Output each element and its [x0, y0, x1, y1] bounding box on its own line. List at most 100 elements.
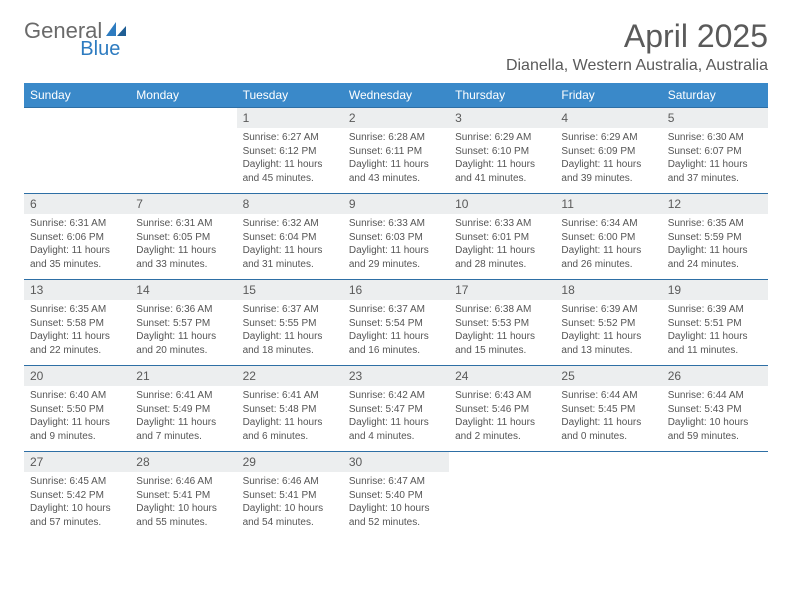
- day-number: 16: [343, 280, 449, 301]
- day-number: 9: [343, 194, 449, 215]
- day-number: 23: [343, 366, 449, 387]
- day-line: Sunrise: 6:43 AM: [455, 389, 549, 403]
- day-content: Sunrise: 6:46 AMSunset: 5:41 PMDaylight:…: [130, 472, 236, 537]
- day-line: Sunset: 5:43 PM: [668, 403, 762, 417]
- day-header-row: SundayMondayTuesdayWednesdayThursdayFrid…: [24, 83, 768, 108]
- day-number: 3: [449, 108, 555, 129]
- day-line: Daylight: 11 hours: [455, 330, 549, 344]
- day-line: Sunset: 6:05 PM: [136, 231, 230, 245]
- day-line: Daylight: 11 hours: [349, 244, 443, 258]
- day-line: Daylight: 11 hours: [668, 158, 762, 172]
- day-number: 28: [130, 452, 236, 473]
- day-number: 2: [343, 108, 449, 129]
- day-line: Daylight: 11 hours: [243, 158, 337, 172]
- day-content: Sunrise: 6:38 AMSunset: 5:53 PMDaylight:…: [449, 300, 555, 366]
- day-content: Sunrise: 6:33 AMSunset: 6:03 PMDaylight:…: [343, 214, 449, 280]
- day-line: Sunset: 6:06 PM: [30, 231, 124, 245]
- day-line: Daylight: 11 hours: [455, 416, 549, 430]
- day-line: Sunrise: 6:39 AM: [561, 303, 655, 317]
- day-content: Sunrise: 6:39 AMSunset: 5:52 PMDaylight:…: [555, 300, 661, 366]
- day-number: 21: [130, 366, 236, 387]
- day-number: [130, 108, 236, 129]
- day-line: and 35 minutes.: [30, 258, 124, 272]
- day-content: Sunrise: 6:40 AMSunset: 5:50 PMDaylight:…: [24, 386, 130, 452]
- day-content: Sunrise: 6:44 AMSunset: 5:43 PMDaylight:…: [662, 386, 768, 452]
- day-number: 11: [555, 194, 661, 215]
- day-line: Sunrise: 6:47 AM: [349, 475, 443, 489]
- day-line: and 18 minutes.: [243, 344, 337, 358]
- day-content: Sunrise: 6:32 AMSunset: 6:04 PMDaylight:…: [237, 214, 343, 280]
- day-line: Sunset: 5:47 PM: [349, 403, 443, 417]
- day-number: 15: [237, 280, 343, 301]
- day-line: Daylight: 11 hours: [561, 158, 655, 172]
- day-line: Sunrise: 6:35 AM: [30, 303, 124, 317]
- day-line: and 43 minutes.: [349, 172, 443, 186]
- week-number-row: 27282930: [24, 452, 768, 473]
- day-number: 13: [24, 280, 130, 301]
- day-line: and 9 minutes.: [30, 430, 124, 444]
- day-number: 30: [343, 452, 449, 473]
- day-line: Sunrise: 6:37 AM: [243, 303, 337, 317]
- header: General Blue April 2025 Dianella, Wester…: [24, 18, 768, 75]
- day-line: Sunset: 5:59 PM: [668, 231, 762, 245]
- day-line: Sunset: 6:03 PM: [349, 231, 443, 245]
- day-line: and 54 minutes.: [243, 516, 337, 530]
- day-line: Sunrise: 6:46 AM: [243, 475, 337, 489]
- day-line: Sunset: 6:00 PM: [561, 231, 655, 245]
- day-line: Sunset: 6:12 PM: [243, 145, 337, 159]
- day-line: and 20 minutes.: [136, 344, 230, 358]
- day-content: [449, 472, 555, 537]
- day-line: Sunset: 5:48 PM: [243, 403, 337, 417]
- day-line: Sunrise: 6:28 AM: [349, 131, 443, 145]
- week-number-row: 6789101112: [24, 194, 768, 215]
- day-content: Sunrise: 6:37 AMSunset: 5:55 PMDaylight:…: [237, 300, 343, 366]
- day-number: 6: [24, 194, 130, 215]
- day-line: and 52 minutes.: [349, 516, 443, 530]
- day-number: 17: [449, 280, 555, 301]
- day-number: 29: [237, 452, 343, 473]
- week-number-row: 20212223242526: [24, 366, 768, 387]
- day-number: 19: [662, 280, 768, 301]
- day-number: [24, 108, 130, 129]
- day-line: and 37 minutes.: [668, 172, 762, 186]
- day-line: and 7 minutes.: [136, 430, 230, 444]
- day-line: Sunset: 5:55 PM: [243, 317, 337, 331]
- day-number: 1: [237, 108, 343, 129]
- page-title: April 2025: [506, 18, 768, 55]
- day-line: Daylight: 11 hours: [561, 416, 655, 430]
- day-number: [555, 452, 661, 473]
- day-line: Sunrise: 6:46 AM: [136, 475, 230, 489]
- day-number: 27: [24, 452, 130, 473]
- day-content: Sunrise: 6:39 AMSunset: 5:51 PMDaylight:…: [662, 300, 768, 366]
- day-line: Sunset: 5:53 PM: [455, 317, 549, 331]
- day-content: [662, 472, 768, 537]
- day-line: and 45 minutes.: [243, 172, 337, 186]
- day-number: 20: [24, 366, 130, 387]
- day-line: Sunset: 5:50 PM: [30, 403, 124, 417]
- day-line: Sunset: 5:54 PM: [349, 317, 443, 331]
- day-content: Sunrise: 6:36 AMSunset: 5:57 PMDaylight:…: [130, 300, 236, 366]
- day-line: Sunrise: 6:31 AM: [30, 217, 124, 231]
- day-line: Daylight: 11 hours: [668, 244, 762, 258]
- day-content: Sunrise: 6:37 AMSunset: 5:54 PMDaylight:…: [343, 300, 449, 366]
- day-line: Sunrise: 6:36 AM: [136, 303, 230, 317]
- day-content: Sunrise: 6:42 AMSunset: 5:47 PMDaylight:…: [343, 386, 449, 452]
- day-line: and 15 minutes.: [455, 344, 549, 358]
- day-line: Sunrise: 6:38 AM: [455, 303, 549, 317]
- calendar-table: SundayMondayTuesdayWednesdayThursdayFrid…: [24, 83, 768, 537]
- day-line: Sunset: 6:09 PM: [561, 145, 655, 159]
- day-line: Daylight: 11 hours: [136, 416, 230, 430]
- day-line: and 28 minutes.: [455, 258, 549, 272]
- day-line: and 4 minutes.: [349, 430, 443, 444]
- day-number: 24: [449, 366, 555, 387]
- day-line: Sunset: 5:51 PM: [668, 317, 762, 331]
- week-number-row: 13141516171819: [24, 280, 768, 301]
- day-line: Sunset: 5:41 PM: [243, 489, 337, 503]
- day-number: 12: [662, 194, 768, 215]
- day-line: Daylight: 11 hours: [30, 330, 124, 344]
- day-line: Sunrise: 6:32 AM: [243, 217, 337, 231]
- day-line: and 0 minutes.: [561, 430, 655, 444]
- day-content: Sunrise: 6:46 AMSunset: 5:41 PMDaylight:…: [237, 472, 343, 537]
- day-line: Sunset: 5:49 PM: [136, 403, 230, 417]
- day-content: [130, 128, 236, 194]
